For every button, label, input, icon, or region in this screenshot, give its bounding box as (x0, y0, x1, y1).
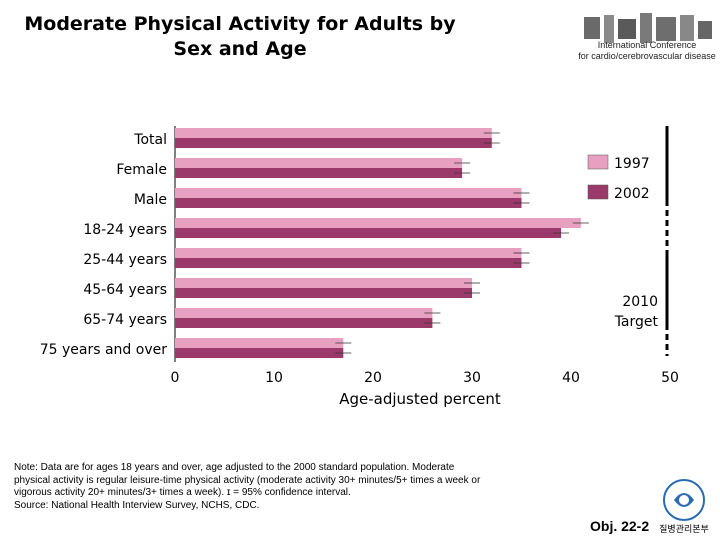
bar-1997 (175, 188, 522, 198)
chart-title: Moderate Physical Activity for Adults by… (10, 12, 470, 62)
note-line-4: Source: National Health Interview Survey… (14, 499, 260, 511)
title-line-1: Moderate Physical Activity for Adults by (24, 13, 456, 35)
bar-1997 (175, 338, 344, 348)
x-tick-label: 40 (562, 370, 580, 386)
category-label: 25-44 years (83, 252, 167, 268)
objective-label: Obj. 22-2 (590, 518, 650, 534)
bar-2002 (175, 138, 492, 148)
legend-swatch (587, 184, 609, 200)
x-tick-label: 10 (265, 370, 283, 386)
category-label: Female (116, 162, 167, 178)
bar-2002 (175, 288, 472, 298)
x-axis-label: Age-adjusted percent (339, 390, 501, 408)
category-label: 65-74 years (83, 312, 167, 328)
x-tick-label: 20 (364, 370, 382, 386)
bar-2002 (175, 228, 562, 238)
bar-1997 (175, 278, 472, 288)
bar-chart: Total Female Male 18-24 years 25-44 years 45-… (40, 126, 679, 408)
conference-line-2: for cardio/cerebrovascular disease (578, 51, 716, 61)
seal-text: 질병관리본부 (659, 523, 709, 535)
bar-1997 (175, 218, 581, 228)
conference-logo (584, 13, 712, 43)
conference-caption: International Conference for cardio/cere… (574, 40, 720, 62)
bar-1997 (175, 128, 492, 138)
category-label: 18-24 years (83, 222, 167, 238)
chart-note: Note: Data are for ages 18 years and ove… (14, 462, 534, 512)
title-line-2: Sex and Age (173, 38, 307, 60)
bar-2002 (175, 258, 522, 268)
bar-2002 (175, 348, 344, 358)
legend-swatch (587, 154, 609, 170)
conference-line-1: International Conference (597, 40, 697, 50)
target-label-line-2: Target (614, 314, 659, 330)
bar-1997 (175, 308, 433, 318)
category-label: Total (133, 132, 167, 148)
x-tick-label: 50 (661, 370, 679, 386)
note-line-3: vigorous activity 20+ minutes/3+ times a… (14, 487, 351, 498)
bar-1997 (175, 158, 463, 168)
bar-2002 (175, 198, 522, 208)
bar-1997 (175, 248, 522, 258)
kcdc-seal: 질병관리본부 (659, 479, 709, 535)
legend-label: 2002 (614, 186, 650, 202)
bar-2002 (175, 168, 463, 178)
category-label: 75 years and over (40, 342, 167, 358)
note-line-2: physical activity is regular leisure-tim… (14, 474, 481, 486)
x-tick-label: 0 (171, 370, 180, 386)
category-label: 45-64 years (83, 282, 167, 298)
category-label: Male (134, 192, 167, 208)
note-line-1: Note: Data are for ages 18 years and ove… (14, 462, 455, 473)
bar-2002 (175, 318, 433, 328)
x-tick-label: 30 (463, 370, 481, 386)
legend-label: 1997 (614, 156, 650, 172)
target-label-line-1: 2010 (622, 294, 658, 310)
